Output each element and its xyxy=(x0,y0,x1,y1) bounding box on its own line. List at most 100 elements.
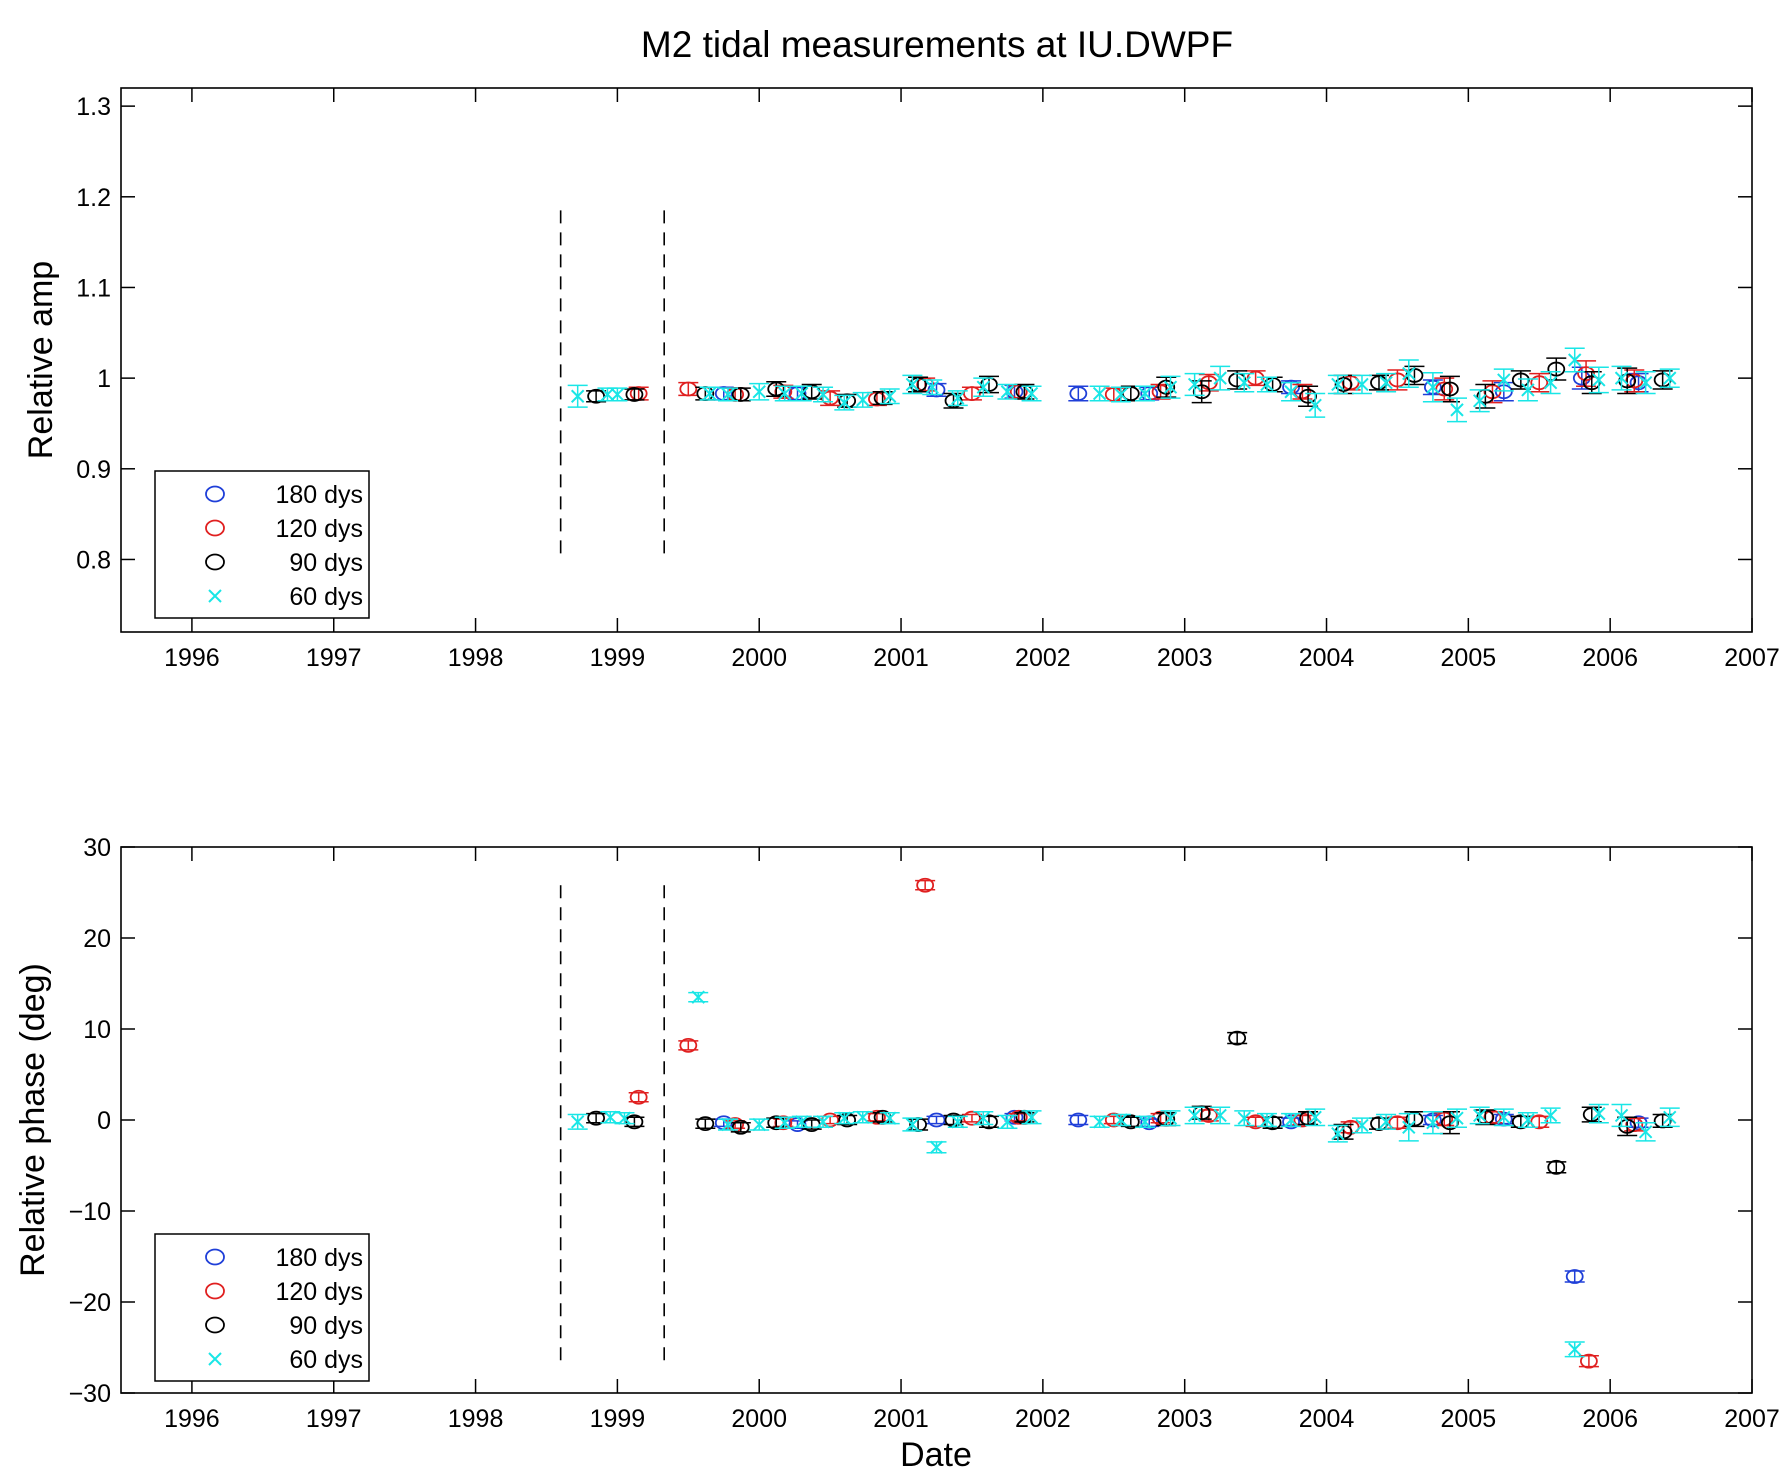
legend-marker xyxy=(205,1316,225,1334)
point-marker xyxy=(856,393,870,407)
x-tick-label: 2007 xyxy=(1724,644,1780,672)
data-point xyxy=(1110,386,1131,403)
point-marker xyxy=(1638,1125,1653,1139)
point-marker xyxy=(1625,373,1644,389)
legend-marker xyxy=(205,1282,225,1300)
legend-label: 120 dys xyxy=(275,515,363,543)
data-point xyxy=(567,384,588,408)
data-point xyxy=(624,387,645,402)
point-marker xyxy=(1163,380,1178,394)
point-marker xyxy=(1565,1269,1584,1284)
data-point xyxy=(614,1111,635,1125)
point-marker xyxy=(1299,388,1317,404)
amplitude-panel: 1996 1997 1998 1999 2000 2001 2002 2003 2004 2005… xyxy=(22,87,1780,672)
data-point xyxy=(1281,1112,1302,1128)
data-point xyxy=(1156,376,1177,398)
y-tick-label: 30 xyxy=(83,834,111,862)
data-point xyxy=(1234,372,1255,393)
amplitude-ticks: 1996 1997 1998 1999 2000 2001 2002 2003 2004 2005… xyxy=(76,88,1780,672)
point-marker xyxy=(587,388,606,404)
point-marker xyxy=(1069,386,1088,401)
legend-label: 60 dys xyxy=(289,583,363,611)
point-marker xyxy=(1426,1116,1440,1130)
data-point xyxy=(813,386,834,403)
point-marker xyxy=(1614,1108,1629,1123)
point-marker xyxy=(951,391,965,405)
point-marker xyxy=(629,1089,648,1105)
data-point xyxy=(961,386,982,401)
point-marker xyxy=(795,1115,809,1129)
data-point xyxy=(1493,1108,1514,1127)
point-marker xyxy=(821,390,840,406)
point-marker xyxy=(721,1117,735,1132)
point-marker xyxy=(1308,1110,1322,1124)
point-marker xyxy=(963,386,981,401)
point-marker xyxy=(1379,1115,1393,1129)
point-marker xyxy=(925,380,939,394)
point-marker xyxy=(1450,403,1464,417)
data-point xyxy=(1422,371,1443,403)
point-marker xyxy=(1331,377,1345,392)
point-marker xyxy=(1114,387,1128,402)
data-point xyxy=(1184,372,1205,397)
point-marker xyxy=(679,381,698,397)
x-tick-label: 2003 xyxy=(1157,1405,1213,1433)
y-tick-label: −20 xyxy=(69,1289,111,1317)
point-marker xyxy=(1355,1118,1369,1133)
point-marker xyxy=(1592,373,1606,387)
point-marker xyxy=(625,387,644,402)
data-point xyxy=(1564,1269,1585,1284)
legend-label: 120 dys xyxy=(275,1278,363,1306)
data-point xyxy=(1068,385,1089,402)
point-marker xyxy=(570,1115,585,1129)
data-point xyxy=(624,1114,645,1130)
point-marker xyxy=(1114,1113,1128,1127)
point-marker xyxy=(600,387,615,402)
data-point xyxy=(1635,1121,1656,1142)
data-point xyxy=(567,1113,588,1130)
point-marker xyxy=(838,1112,857,1128)
point-marker xyxy=(1192,1105,1211,1121)
point-marker xyxy=(570,389,585,403)
point-marker xyxy=(1355,377,1369,392)
y-tick-label: 1.1 xyxy=(76,274,111,302)
data-point xyxy=(749,1117,770,1132)
point-marker xyxy=(838,393,857,409)
point-marker xyxy=(909,377,927,392)
data-point xyxy=(586,1110,607,1126)
x-tick-label: 1999 xyxy=(590,644,646,672)
data-point xyxy=(1305,392,1326,418)
data-point xyxy=(947,390,968,407)
data-point xyxy=(718,387,739,402)
x-tick-label: 1998 xyxy=(448,1405,504,1433)
point-marker xyxy=(882,389,897,403)
point-marker xyxy=(1441,1115,1459,1131)
point-marker xyxy=(1614,371,1629,385)
point-marker xyxy=(603,1110,618,1124)
point-marker xyxy=(1000,1115,1015,1129)
data-point xyxy=(922,379,943,396)
data-point xyxy=(1068,1112,1089,1128)
x-tick-label: 2006 xyxy=(1582,1405,1638,1433)
point-marker xyxy=(905,377,920,392)
data-point xyxy=(852,1110,873,1124)
data-point xyxy=(774,1116,795,1130)
x-tick-label: 2005 xyxy=(1441,644,1497,672)
figure-title: M2 tidal measurements at IU.DWPF xyxy=(641,24,1233,65)
point-marker xyxy=(1405,1111,1424,1127)
x-tick-label: 2001 xyxy=(873,644,929,672)
legend-marker xyxy=(208,589,222,603)
data-point xyxy=(1540,1107,1561,1124)
data-point xyxy=(1256,376,1277,393)
point-marker xyxy=(1402,1120,1416,1134)
data-point xyxy=(1447,397,1468,423)
point-marker xyxy=(1592,1106,1606,1121)
point-marker xyxy=(1530,375,1549,391)
point-marker xyxy=(1472,1108,1487,1123)
point-marker xyxy=(1331,1126,1345,1141)
data-point xyxy=(1292,383,1313,400)
x-tick-label: 2006 xyxy=(1582,644,1638,672)
legend-marker xyxy=(208,1352,222,1366)
point-marker xyxy=(1000,385,1015,399)
point-marker xyxy=(1582,375,1601,391)
